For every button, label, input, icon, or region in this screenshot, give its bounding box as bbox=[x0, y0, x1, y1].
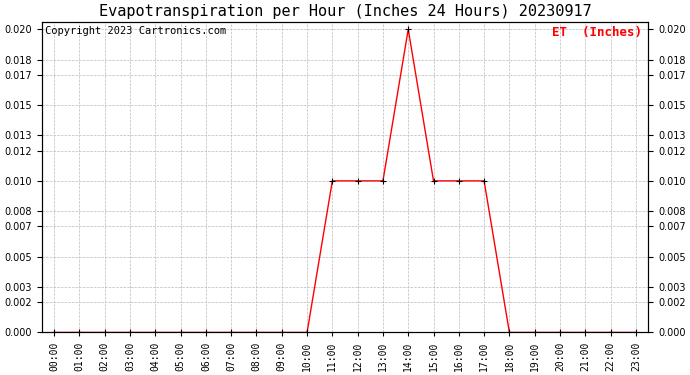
ET  (Inches) bbox=[531, 330, 539, 334]
ET  (Inches) bbox=[177, 330, 185, 334]
ET  (Inches) bbox=[253, 330, 261, 334]
ET  (Inches) bbox=[505, 330, 513, 334]
ET  (Inches) bbox=[50, 330, 58, 334]
ET  (Inches) bbox=[227, 330, 235, 334]
ET  (Inches) bbox=[353, 178, 362, 183]
ET  (Inches) bbox=[101, 330, 109, 334]
ET  (Inches) bbox=[75, 330, 83, 334]
ET  (Inches) bbox=[201, 330, 210, 334]
ET  (Inches) bbox=[556, 330, 564, 334]
ET  (Inches) bbox=[303, 330, 311, 334]
ET  (Inches) bbox=[455, 178, 463, 183]
ET  (Inches) bbox=[429, 178, 437, 183]
ET  (Inches) bbox=[126, 330, 134, 334]
ET  (Inches) bbox=[404, 27, 413, 32]
Text: Copyright 2023 Cartronics.com: Copyright 2023 Cartronics.com bbox=[45, 26, 226, 36]
Text: ET  (Inches): ET (Inches) bbox=[553, 26, 642, 39]
ET  (Inches) bbox=[151, 330, 159, 334]
ET  (Inches) bbox=[607, 330, 615, 334]
ET  (Inches) bbox=[632, 330, 640, 334]
ET  (Inches) bbox=[328, 178, 337, 183]
ET  (Inches) bbox=[581, 330, 589, 334]
ET  (Inches) bbox=[379, 178, 387, 183]
ET  (Inches) bbox=[480, 178, 489, 183]
Line: ET  (Inches): ET (Inches) bbox=[51, 27, 639, 335]
Title: Evapotranspiration per Hour (Inches 24 Hours) 20230917: Evapotranspiration per Hour (Inches 24 H… bbox=[99, 4, 591, 19]
ET  (Inches) bbox=[277, 330, 286, 334]
